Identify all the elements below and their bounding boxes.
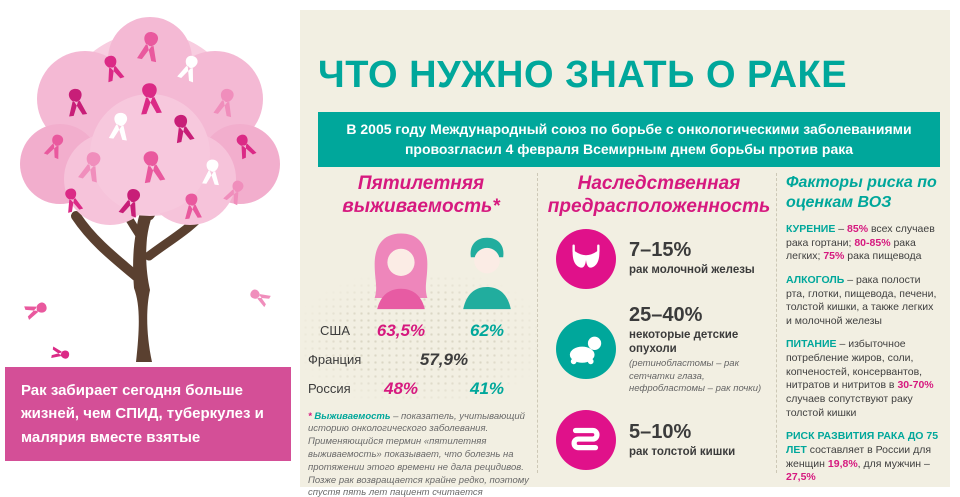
- item-sublabel: (ретинобластомы – рак сетчатки глаза, не…: [629, 358, 762, 395]
- risk-percent: 75%: [823, 250, 845, 263]
- column-divider-2: [776, 173, 777, 473]
- risk-text: составляет в России для женщин: [786, 443, 932, 470]
- footnote-term: Выживаемость: [314, 410, 391, 422]
- intro-banner: В 2005 году Международный союз по борьбе…: [318, 112, 940, 167]
- list-item: 5–10% рак толстой кишки: [546, 410, 772, 471]
- footnote-text: – показатель, учитывающий историю онколо…: [308, 410, 529, 497]
- breast-cancer-circle: [556, 228, 616, 289]
- risk-title: Факторы риска по оценкам ВОЗ: [786, 174, 937, 211]
- women-value: 48%: [383, 378, 419, 398]
- table-row: Франция 57,9%: [308, 348, 534, 372]
- risk-column: Факторы риска по оценкам ВОЗ КУРЕНИЕ – 8…: [786, 173, 942, 497]
- risk-text: для обоих полов: [786, 495, 928, 497]
- country-label: Россия: [308, 381, 351, 397]
- man-icon: [463, 237, 511, 309]
- risk-text: избыточное потребление жиров, соли, копч…: [786, 338, 923, 392]
- men-value: 62%: [469, 320, 505, 340]
- risk-alcohol: АЛКОГОЛЬ – рака полости рта, глотки, пищ…: [786, 274, 942, 329]
- baby-icon: [569, 337, 602, 365]
- item-label: рак толстой кишки: [629, 446, 736, 459]
- child-tumor-circle: [556, 319, 616, 380]
- item-label: некоторые детские опухоли: [629, 328, 739, 355]
- risk-text: случаев сопутствуют раку толстой кишки: [786, 393, 913, 419]
- colon-cancer-circle: [556, 410, 616, 471]
- women-value: 63,5%: [376, 320, 426, 340]
- risk-percent: 8,2%: [883, 495, 907, 497]
- table-row: Россия 48% 41%: [308, 377, 534, 401]
- risk-nutrition: ПИТАНИЕ – избыточное потребление жиров, …: [786, 338, 942, 420]
- risk-percent: 30-70%: [897, 379, 934, 392]
- risk-text: рака пищевода: [844, 250, 922, 263]
- heredity-column: Наследственная предрасположенность 7–15%…: [546, 173, 772, 485]
- risk-text: рака легких;: [786, 236, 916, 263]
- woman-icon: [374, 233, 428, 309]
- main-panel: ЧТО НУЖНО ЗНАТЬ О РАКЕ В 2005 году Между…: [300, 10, 950, 497]
- risk-lead: РИСК ДО 60 ЛЕТ: [786, 495, 871, 497]
- risk-text: всех случаев рака гортани;: [786, 223, 935, 249]
- risk-percent: 80-85%: [854, 236, 891, 249]
- heredity-item-text: 5–10% рак толстой кишки: [629, 421, 772, 459]
- survival-footnote: * Выживаемость – показатель, учитывающий…: [308, 411, 534, 497]
- survival-title: Пятилетняя выживаемость*: [342, 173, 500, 217]
- risk-percent: 27,5%: [786, 471, 816, 484]
- survival-column: Пятилетняя выживаемость*: [302, 173, 540, 497]
- figures-row: [308, 229, 534, 311]
- man-figure: [444, 229, 530, 311]
- survival-table: США 63,5% 62% Франция 57,9% Россия 48% 4…: [308, 319, 534, 401]
- bra-icon: [572, 244, 600, 268]
- risk-sep: –: [871, 495, 883, 497]
- percentage-value: 5–10%: [629, 421, 692, 444]
- list-item: 25–40% некоторые детские опухоли (ретино…: [546, 304, 772, 396]
- survival-figures-area: США 63,5% 62% Франция 57,9% Россия 48% 4…: [302, 229, 540, 403]
- risk-sep: –: [836, 338, 849, 351]
- country-label: США: [320, 323, 350, 339]
- risk-lead: АЛКОГОЛЬ: [786, 273, 845, 286]
- quote-text: Рак забирает сегодня больше жизней, чем …: [21, 382, 264, 446]
- tree-crown: [20, 17, 280, 225]
- percentage-value: 7–15%: [629, 239, 692, 262]
- risk-percent: 19,8%: [827, 457, 858, 470]
- percentage-value: 25–40%: [629, 303, 703, 326]
- risk-sep: –: [835, 223, 848, 235]
- risk-lead: ПИТАНИЕ: [786, 338, 837, 351]
- risk-age75: РИСК РАЗВИТИЯ РАКА ДО 75 ЛЕТ составляет …: [786, 430, 942, 485]
- footnote-asterisk: *: [308, 410, 315, 422]
- table-row: США 63,5% 62%: [308, 319, 534, 343]
- men-value: 41%: [469, 378, 505, 398]
- left-panel: Рак забирает сегодня больше жизней, чем …: [0, 0, 300, 497]
- heredity-title: Наследственная предрасположенность: [547, 173, 771, 217]
- risk-lead: РИСК РАЗВИТИЯ РАКА ДО 75 ЛЕТ: [786, 430, 939, 456]
- risk-lead: КУРЕНИЕ: [786, 223, 836, 235]
- item-label: рак молочной железы: [629, 264, 755, 277]
- risk-sep: –: [844, 273, 856, 286]
- page-title: ЧТО НУЖНО ЗНАТЬ О РАКЕ: [318, 54, 848, 96]
- combined-value: 57,9%: [419, 349, 469, 369]
- woman-figure: [358, 229, 444, 311]
- risk-text: рака полости рта, глотки, пищевода, пече…: [786, 273, 937, 327]
- risk-percent: 85%: [847, 223, 869, 235]
- risk-text: , для мужчин –: [857, 457, 930, 470]
- risk-smoking: КУРЕНИЕ – 85% всех случаев рака гортани;…: [786, 223, 942, 264]
- list-item: 7–15% рак молочной железы: [546, 228, 772, 289]
- intestine-icon: [571, 428, 600, 451]
- ribbon-tree-illustration: [20, 17, 280, 362]
- country-label: Франция: [308, 352, 362, 368]
- cancer-quote-box: Рак забирает сегодня больше жизней, чем …: [5, 367, 291, 461]
- risk-age60: РИСК ДО 60 ЛЕТ – 8,2% для обоих полов: [786, 495, 942, 497]
- heredity-item-text: 25–40% некоторые детские опухоли (ретино…: [629, 304, 772, 396]
- heredity-item-text: 7–15% рак молочной железы: [629, 239, 772, 277]
